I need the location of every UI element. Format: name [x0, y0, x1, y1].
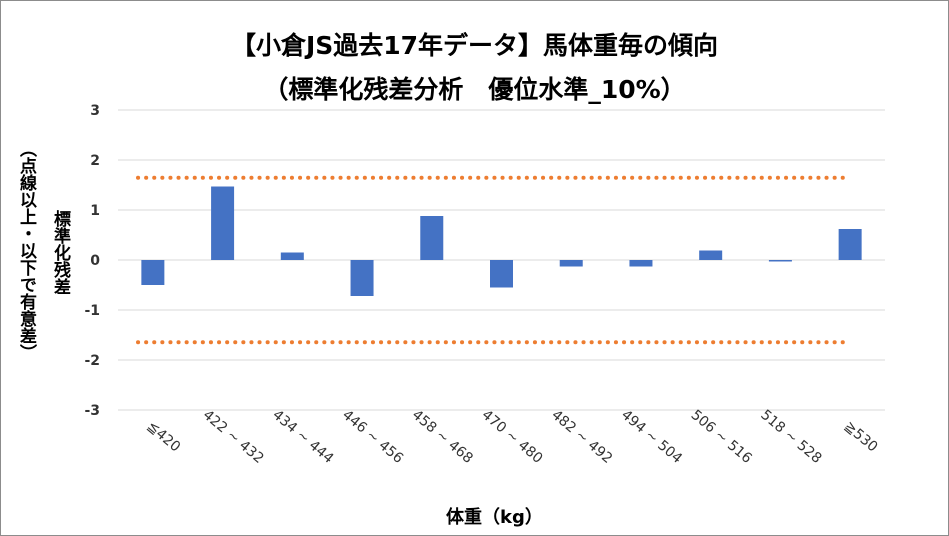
- y-tick-label: -3: [84, 403, 100, 419]
- x-axis-label: 体重（kg）: [446, 507, 543, 528]
- y-tick-label: 0: [90, 253, 100, 269]
- bar: [768, 260, 792, 262]
- bar: [629, 260, 653, 267]
- y-tick-label: 2: [90, 153, 100, 169]
- bar: [141, 260, 165, 285]
- x-tick-label: 482 ~ 492: [548, 407, 615, 467]
- x-tick-label: 506 ~ 516: [688, 407, 755, 467]
- x-tick-label: ≧530: [841, 418, 881, 455]
- bar: [490, 260, 513, 288]
- x-tick-label: 518 ~ 528: [757, 407, 824, 467]
- y-tick-label: -2: [84, 353, 100, 369]
- y-tick-label: -1: [84, 303, 100, 319]
- y-axis-label: 標準化残差: [50, 210, 70, 295]
- x-tick-label: 446 ~ 456: [339, 407, 406, 467]
- x-tick-label: 434 ~ 444: [269, 407, 336, 467]
- bar: [420, 216, 444, 260]
- bar: [350, 260, 374, 296]
- y-axis-note: （点線以上・以下で有意差）: [16, 140, 36, 361]
- bar: [280, 252, 304, 260]
- y-tick-label: 1: [90, 203, 100, 219]
- y-tick-label: 3: [90, 103, 100, 119]
- chart-title: 【小倉JS過去17年データ】馬体重毎の傾向: [230, 31, 719, 60]
- x-tick-label: 494 ~ 504: [618, 407, 685, 467]
- x-tick-label: 458 ~ 468: [409, 407, 476, 467]
- x-tick-label: 422 ~ 432: [200, 407, 267, 467]
- x-tick-label: 470 ~ 480: [479, 407, 546, 467]
- bar: [838, 229, 862, 260]
- bar: [559, 260, 583, 267]
- x-tick-label: ≦420: [144, 418, 184, 455]
- bar: [211, 186, 235, 260]
- chart-subtitle: （標準化残差分析 優位水準_10%）: [263, 75, 686, 104]
- bar: [699, 250, 723, 260]
